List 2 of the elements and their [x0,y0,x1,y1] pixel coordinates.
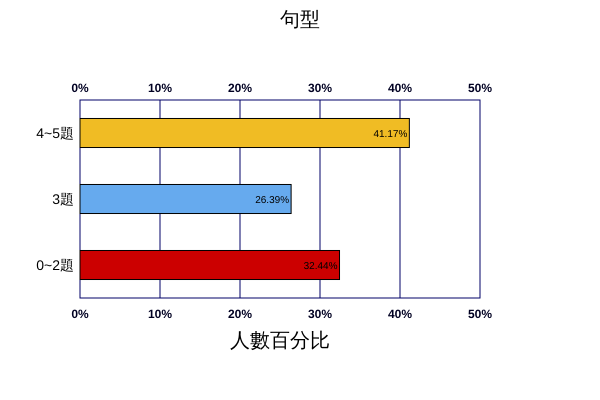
xlabel: 人數百分比 [230,330,330,352]
title: 句型 [280,9,320,31]
